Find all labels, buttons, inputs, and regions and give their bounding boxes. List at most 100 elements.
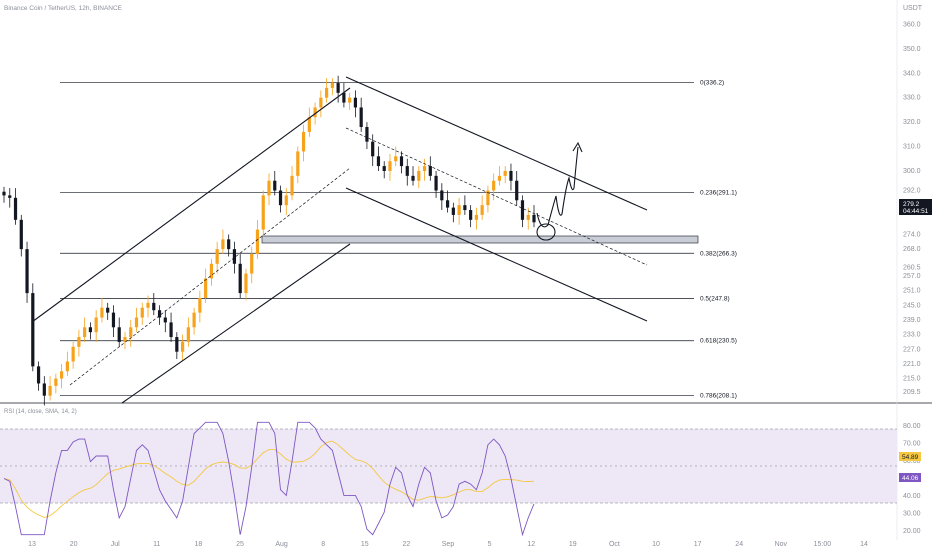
candle-body-91[interactable]	[526, 214, 530, 220]
descending-channel-lower[interactable]	[345, 187, 648, 322]
ascending-channel-lower[interactable]	[121, 243, 351, 404]
candle-body-29[interactable]	[169, 322, 173, 338]
candle-body-44[interactable]	[255, 229, 260, 255]
candle-body-53[interactable]	[307, 117, 311, 132]
candle-body-13[interactable]	[77, 337, 81, 347]
candle-body-43[interactable]	[250, 254, 254, 274]
ascending-channel-upper[interactable]	[31, 87, 351, 323]
candle-body-41[interactable]	[238, 263, 242, 294]
candle-body-63[interactable]	[365, 127, 369, 142]
candle-body-57[interactable]	[330, 83, 334, 88]
candle-body-48[interactable]	[278, 190, 283, 206]
candle-body-77[interactable]	[445, 200, 450, 208]
candle-body-72[interactable]	[417, 170, 421, 181]
candle-body-28[interactable]	[163, 317, 167, 323]
candle-body-35[interactable]	[204, 278, 208, 298]
candle-body-24[interactable]	[140, 307, 144, 318]
candle-body-90[interactable]	[520, 200, 525, 220]
candle-body-76[interactable]	[440, 190, 444, 201]
candle-body-79[interactable]	[457, 205, 461, 215]
candle-body-88[interactable]	[509, 170, 513, 181]
candle-body-54[interactable]	[313, 107, 317, 118]
projection-path[interactable]	[536, 146, 579, 228]
candle-body-51[interactable]	[296, 151, 300, 176]
support-zone[interactable]	[261, 235, 699, 244]
candle-body-67[interactable]	[388, 161, 392, 171]
candle-body-58[interactable]	[336, 83, 340, 93]
candle-body-85[interactable]	[492, 180, 496, 191]
candle-body-84[interactable]	[486, 190, 490, 206]
candle-body-31[interactable]	[180, 341, 185, 352]
candle-body-61[interactable]	[353, 97, 358, 108]
candle-body-6[interactable]	[36, 366, 41, 384]
candle-body-2[interactable]	[13, 197, 18, 220]
candle-body-26[interactable]	[152, 302, 156, 311]
candle-body-87[interactable]	[503, 170, 507, 176]
candle-body-19[interactable]	[111, 312, 116, 328]
candle-body-80[interactable]	[463, 205, 467, 211]
candle-body-52[interactable]	[301, 131, 306, 152]
candle-body-22[interactable]	[129, 327, 133, 338]
candle-body-11[interactable]	[65, 361, 69, 372]
candle-body-92[interactable]	[532, 214, 536, 223]
candle-body-46[interactable]	[267, 180, 271, 196]
candle-body-81[interactable]	[469, 210, 473, 220]
candle-body-32[interactable]	[186, 327, 190, 342]
candle-body-89[interactable]	[515, 180, 519, 201]
candle-body-30[interactable]	[175, 337, 179, 352]
candle-body-38[interactable]	[221, 239, 225, 250]
candle-body-69[interactable]	[399, 156, 404, 167]
candle-body-27[interactable]	[157, 310, 162, 318]
candle-body-21[interactable]	[123, 337, 127, 342]
candle-body-71[interactable]	[411, 175, 415, 181]
candle-body-49[interactable]	[284, 195, 288, 206]
candle-body-5[interactable]	[31, 293, 35, 367]
candle-body-8[interactable]	[48, 385, 52, 396]
candle-body-50[interactable]	[290, 175, 294, 196]
candle-body-42[interactable]	[244, 273, 248, 294]
candle-body-7[interactable]	[42, 383, 46, 396]
candle-body-33[interactable]	[192, 312, 196, 328]
candle-body-39[interactable]	[227, 239, 231, 250]
candle-body-9[interactable]	[54, 378, 58, 386]
candle-body-47[interactable]	[273, 180, 277, 191]
candle-body-66[interactable]	[382, 166, 386, 171]
candle-body-70[interactable]	[405, 166, 409, 176]
candle-body-0[interactable]	[2, 191, 6, 196]
candle-body-3[interactable]	[19, 219, 23, 250]
candle-body-37[interactable]	[215, 249, 219, 264]
candle-body-25[interactable]	[146, 302, 150, 308]
candle-body-23[interactable]	[134, 317, 139, 328]
candle-body-15[interactable]	[88, 327, 93, 333]
candle-body-55[interactable]	[319, 97, 323, 108]
candle-body-20[interactable]	[117, 327, 121, 342]
ascending-channel-median[interactable]	[69, 167, 351, 386]
candle-body-74[interactable]	[428, 166, 432, 176]
candle-body-82[interactable]	[474, 214, 478, 220]
candle-body-45[interactable]	[261, 195, 265, 230]
candle-body-59[interactable]	[342, 92, 346, 103]
candle-body-1[interactable]	[8, 195, 12, 198]
candle-body-62[interactable]	[359, 107, 363, 128]
candle-body-68[interactable]	[394, 156, 398, 162]
candle-body-12[interactable]	[71, 346, 75, 362]
candle-body-64[interactable]	[371, 141, 375, 157]
candle-body-73[interactable]	[422, 166, 427, 171]
candle-body-16[interactable]	[94, 317, 98, 333]
candle-body-86[interactable]	[497, 175, 502, 181]
candle-body-4[interactable]	[25, 249, 29, 294]
candle-body-18[interactable]	[106, 307, 110, 313]
candle-body-65[interactable]	[376, 156, 381, 167]
candle-body-60[interactable]	[348, 97, 352, 103]
candle-body-83[interactable]	[480, 205, 484, 215]
candle-body-40[interactable]	[232, 249, 237, 264]
descending-channel-upper[interactable]	[345, 76, 648, 211]
descending-channel-median[interactable]	[345, 127, 648, 266]
candle-body-14[interactable]	[83, 327, 87, 338]
candle-body-78[interactable]	[451, 207, 455, 215]
target-circle[interactable]	[536, 223, 556, 241]
candle-body-36[interactable]	[209, 263, 213, 279]
candle-body-17[interactable]	[100, 307, 104, 318]
candle-body-75[interactable]	[434, 175, 438, 191]
